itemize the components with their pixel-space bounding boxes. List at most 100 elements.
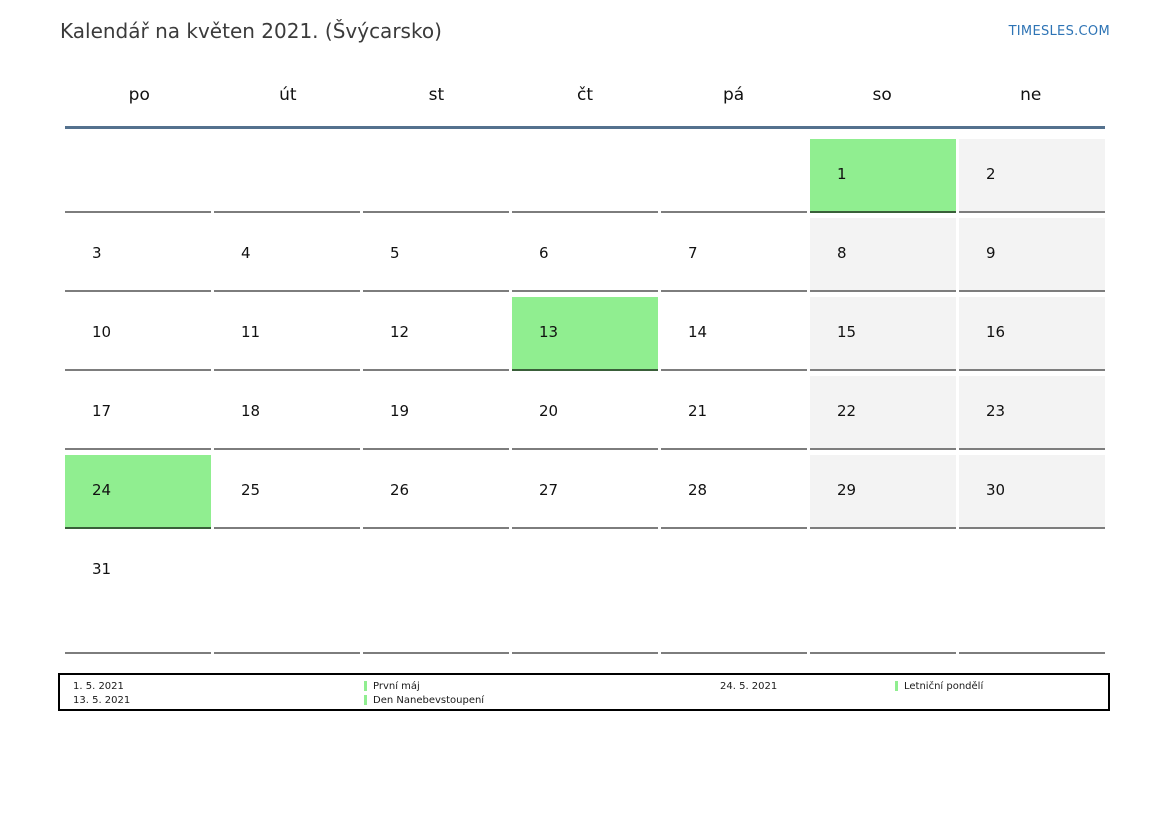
day-number: 8 bbox=[837, 244, 847, 262]
day-number bbox=[512, 534, 658, 560]
holiday-date: 1. 5. 2021 bbox=[73, 680, 124, 692]
day-cell-empty bbox=[512, 534, 658, 654]
day-number: 11 bbox=[241, 323, 261, 341]
day-cell-empty bbox=[363, 139, 509, 213]
day-header-po: po bbox=[128, 85, 150, 105]
day-cell-26: 26 bbox=[363, 455, 509, 529]
holiday-name: Den Nanebevstoupení bbox=[373, 694, 485, 706]
day-cell-11: 11 bbox=[214, 297, 360, 371]
day-cell-3: 3 bbox=[65, 218, 211, 292]
day-number: 17 bbox=[92, 402, 112, 420]
day-cell-21: 21 bbox=[661, 376, 807, 450]
day-cell-12: 12 bbox=[363, 297, 509, 371]
day-headers: po út st čt pá so ne bbox=[65, 76, 1105, 129]
day-number: 5 bbox=[390, 244, 400, 262]
holiday-name: První máj bbox=[373, 680, 420, 692]
day-number bbox=[661, 534, 807, 560]
day-cell-24: 24 bbox=[65, 455, 211, 529]
day-cell-31: 31 bbox=[65, 534, 211, 654]
day-number bbox=[363, 139, 509, 165]
day-number: 6 bbox=[539, 244, 549, 262]
day-cell-6: 6 bbox=[512, 218, 658, 292]
day-number: 30 bbox=[986, 481, 1006, 499]
day-header-st: st bbox=[428, 85, 445, 105]
calendar-grid: 1 2 3 4 5 6 7 8 9 10 11 12 13 14 15 16 17 18 19 20 21 22 23 24 2… bbox=[65, 139, 1105, 654]
day-cell-empty bbox=[661, 534, 807, 654]
day-number: 31 bbox=[92, 560, 112, 578]
day-number: 1 bbox=[837, 165, 847, 183]
day-cell-9: 9 bbox=[959, 218, 1105, 292]
page-title: Kalendář na květen 2021. (Švýcarsko) bbox=[60, 19, 442, 43]
day-header-so: so bbox=[872, 85, 892, 105]
day-cell-empty bbox=[214, 139, 360, 213]
day-cell-7: 7 bbox=[661, 218, 807, 292]
holiday-marker-icon bbox=[895, 681, 898, 691]
day-cell-8: 8 bbox=[810, 218, 956, 292]
day-number: 13 bbox=[539, 323, 559, 341]
day-number: 15 bbox=[837, 323, 857, 341]
day-number: 18 bbox=[241, 402, 261, 420]
day-number: 7 bbox=[688, 244, 698, 262]
day-number: 19 bbox=[390, 402, 410, 420]
day-cell-13: 13 bbox=[512, 297, 658, 371]
day-cell-empty bbox=[363, 534, 509, 654]
day-cell-22: 22 bbox=[810, 376, 956, 450]
day-cell-20: 20 bbox=[512, 376, 658, 450]
day-cell-17: 17 bbox=[65, 376, 211, 450]
day-cell-29: 29 bbox=[810, 455, 956, 529]
day-cell-18: 18 bbox=[214, 376, 360, 450]
day-cell-28: 28 bbox=[661, 455, 807, 529]
holiday-marker-icon bbox=[364, 681, 367, 691]
legend-holidays-group-1: První máj Den Nanebevstoupení bbox=[364, 679, 484, 707]
day-cell-empty bbox=[959, 534, 1105, 654]
day-cell-19: 19 bbox=[363, 376, 509, 450]
day-cell-14: 14 bbox=[661, 297, 807, 371]
day-number bbox=[214, 139, 360, 165]
day-number: 25 bbox=[241, 481, 261, 499]
day-cell-23: 23 bbox=[959, 376, 1105, 450]
holiday-date: 13. 5. 2021 bbox=[73, 694, 131, 706]
day-cell-1: 1 bbox=[810, 139, 956, 213]
day-cell-25: 25 bbox=[214, 455, 360, 529]
day-number: 23 bbox=[986, 402, 1006, 420]
day-cell-empty bbox=[810, 534, 956, 654]
day-cell-16: 16 bbox=[959, 297, 1105, 371]
day-number: 3 bbox=[92, 244, 102, 262]
day-number bbox=[959, 534, 1105, 560]
holiday-name: Letniční pondělí bbox=[904, 680, 984, 692]
day-header-pá: pá bbox=[722, 85, 745, 105]
brand-link[interactable]: TIMESLES.COM bbox=[1008, 24, 1110, 39]
day-number bbox=[810, 534, 956, 560]
day-number: 26 bbox=[390, 481, 410, 499]
day-header-čt: čt bbox=[576, 85, 593, 105]
legend-dates-group-2: 24. 5. 2021 bbox=[720, 679, 777, 693]
day-number: 22 bbox=[837, 402, 857, 420]
day-number: 2 bbox=[986, 165, 996, 183]
day-number: 12 bbox=[390, 323, 410, 341]
day-cell-5: 5 bbox=[363, 218, 509, 292]
day-cell-empty bbox=[512, 139, 658, 213]
day-number: 27 bbox=[539, 481, 559, 499]
day-number: 28 bbox=[688, 481, 708, 499]
legend-dates-group-1: 1. 5. 2021 13. 5. 2021 bbox=[73, 679, 130, 707]
day-number bbox=[512, 139, 658, 165]
day-number: 29 bbox=[837, 481, 857, 499]
day-cell-2: 2 bbox=[959, 139, 1105, 213]
day-number: 20 bbox=[539, 402, 559, 420]
legend-box: 1. 5. 2021 13. 5. 2021 První máj Den Naneb… bbox=[58, 673, 1110, 711]
day-number: 21 bbox=[688, 402, 708, 420]
day-cell-empty bbox=[214, 534, 360, 654]
day-header-ne: ne bbox=[1020, 85, 1042, 105]
day-header-út: út bbox=[279, 85, 297, 105]
holiday-marker-icon bbox=[364, 695, 367, 705]
day-cell-empty bbox=[661, 139, 807, 213]
day-cell-15: 15 bbox=[810, 297, 956, 371]
day-number: 24 bbox=[92, 481, 112, 499]
legend-holidays-group-2: Letniční pondělí bbox=[895, 679, 983, 693]
day-number bbox=[214, 534, 360, 560]
day-cell-30: 30 bbox=[959, 455, 1105, 529]
day-number: 10 bbox=[92, 323, 112, 341]
day-cell-10: 10 bbox=[65, 297, 211, 371]
day-cell-empty bbox=[65, 139, 211, 213]
day-number: 14 bbox=[688, 323, 708, 341]
